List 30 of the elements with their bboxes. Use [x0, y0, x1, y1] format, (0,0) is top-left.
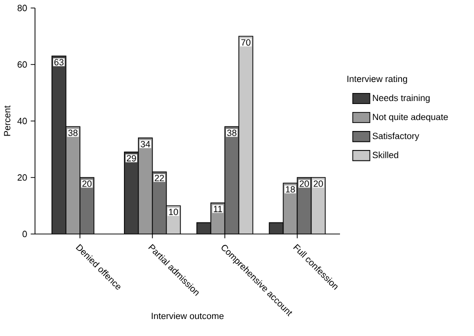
- data-label: 70: [241, 39, 250, 46]
- data-label: 38: [68, 130, 78, 136]
- legend-label: Needs training: [372, 94, 430, 103]
- data-label: 11: [214, 206, 222, 212]
- bar: [66, 126, 80, 234]
- legend-title: Interview rating: [347, 75, 408, 84]
- bar: [238, 36, 253, 234]
- bar: [224, 126, 239, 234]
- data-label: 10: [169, 208, 178, 216]
- data-label: 22: [154, 174, 164, 182]
- data-label: 20: [300, 180, 309, 187]
- data-label: 34: [140, 140, 150, 148]
- data-label: 20: [82, 180, 92, 187]
- x-axis-title: Interview outcome: [152, 312, 224, 320]
- legend-label: Skilled: [372, 152, 398, 158]
- data-label: 38: [227, 130, 236, 136]
- y-tick-label: 40: [17, 118, 27, 124]
- bar: [310, 177, 326, 234]
- bar: [296, 177, 312, 234]
- data-label: 29: [126, 155, 136, 162]
- y-tick-label: 60: [18, 61, 27, 68]
- y-tick-label: 0: [22, 230, 27, 238]
- y-tick-label: 20: [18, 174, 27, 181]
- y-tick-label: 80: [18, 4, 27, 12]
- data-label: 18: [286, 186, 295, 193]
- legend-label: Not quite adequate: [372, 114, 448, 122]
- legend-label: Satisfactory: [372, 132, 420, 141]
- data-label: 63: [54, 59, 64, 66]
- data-label: 20: [314, 180, 323, 187]
- y-axis-title: Percent: [4, 106, 10, 136]
